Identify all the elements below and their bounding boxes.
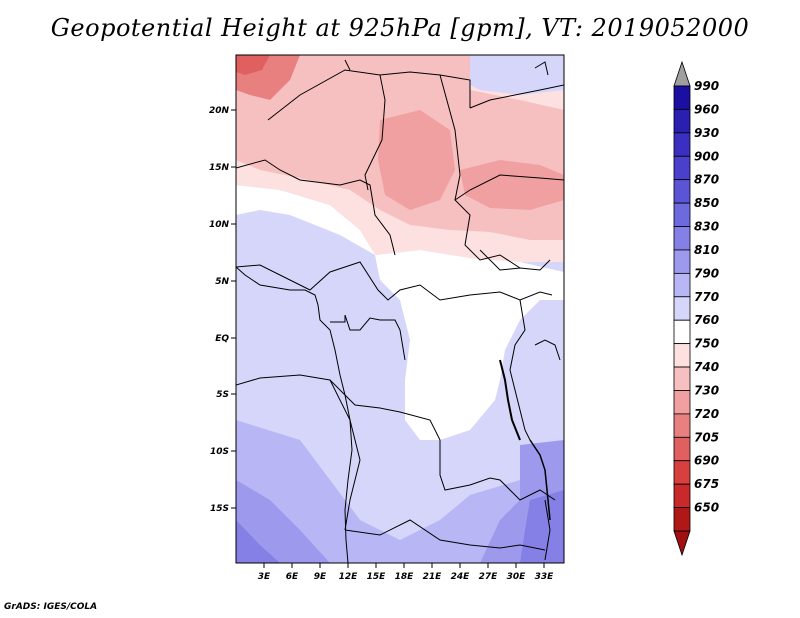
colorbar-swatch-750: [673, 343, 691, 368]
map-frame: [235, 54, 565, 564]
field-830-850: [236, 520, 280, 563]
field-830-850-se: [520, 490, 564, 563]
colorbar-label: 705: [694, 430, 719, 444]
colorbar-label: 930: [694, 126, 719, 140]
lat-label: 5S: [216, 390, 229, 400]
colorbar-label: 960: [694, 102, 719, 116]
colorbar-swatch-850: [673, 202, 691, 227]
lon-label: 33E: [535, 572, 555, 582]
field-760-770-west: [236, 185, 380, 255]
coastline: [236, 61, 551, 563]
height-field: [236, 55, 564, 563]
latitude-axis: 20N 15N 10N 5N EQ 5S 10S 15S: [209, 106, 236, 514]
colorbar-label: 810: [694, 243, 719, 257]
lon-label: 27E: [479, 572, 499, 582]
field-760-770: [375, 250, 564, 440]
lon-label: 12E: [339, 572, 359, 582]
field-730-740-sudan: [460, 160, 564, 210]
lon-label: 3E: [258, 572, 271, 582]
lat-label: 10S: [210, 447, 229, 457]
colorbar-swatch-870: [673, 179, 691, 204]
lat-label: 10N: [209, 220, 230, 230]
colorbar-label: 760: [694, 313, 719, 327]
colorbar-label: 830: [694, 220, 719, 234]
lon-label: 15E: [367, 572, 387, 582]
field-810-830-sw: [236, 480, 330, 563]
colorbar-swatch-675: [673, 483, 691, 508]
lat-label: 15N: [209, 163, 230, 173]
colorbar-swatch-690: [673, 460, 691, 485]
lon-label: 18E: [395, 572, 415, 582]
colorbar: 990 960 930 900 870 850 830 810 790 770 760 750 740 7…: [673, 60, 719, 557]
lat-label: 20N: [209, 106, 230, 116]
lat-label: EQ: [215, 334, 229, 344]
political-borders: [236, 59, 564, 561]
field-790-810: [236, 420, 564, 563]
colorbar-swatch-930: [673, 132, 691, 157]
colorbar-swatch-790: [673, 272, 691, 298]
lon-label: 9E: [314, 572, 327, 582]
colorbar-swatch-810: [673, 249, 691, 274]
colorbar-label: 740: [694, 360, 719, 374]
colorbar-swatch-830: [673, 226, 691, 251]
colorbar-label: 690: [694, 454, 719, 468]
field-705-720: [236, 55, 270, 75]
colorbar-swatch-740: [673, 366, 691, 391]
colorbar-label: 850: [694, 196, 719, 210]
colorbar-swatch-770: [673, 296, 691, 321]
colorbar-label: 750: [694, 337, 719, 351]
grads-credit: GrADS: IGES/COLA: [4, 602, 98, 612]
colorbar-swatch-720: [673, 413, 691, 438]
colorbar-label: 650: [694, 501, 719, 515]
colorbar-swatch-960: [673, 109, 691, 134]
colorbar-top-arrow: [673, 60, 691, 87]
map-title: Geopotential Height at 925hPa [gpm], VT:…: [50, 14, 750, 42]
colorbar-swatch-650: [673, 507, 691, 532]
lon-label: 30E: [507, 572, 527, 582]
colorbar-label: 900: [694, 149, 719, 163]
field-730-740-chad: [378, 110, 455, 210]
colorbar-label: 870: [694, 173, 719, 187]
longitude-axis: 3E 6E 9E 12E 15E 18E 21E 24E 27E 30E 33E: [258, 563, 554, 582]
field-770-790-ne: [470, 55, 564, 95]
colorbar-label: 730: [694, 383, 719, 397]
lon-label: 6E: [286, 572, 299, 582]
colorbar-label: 790: [694, 266, 719, 280]
colorbar-label: 990: [694, 79, 719, 93]
colorbar-swatch-760: [673, 319, 691, 345]
lon-label: 21E: [423, 572, 443, 582]
colorbar-label: 720: [694, 407, 719, 421]
lat-label: 15S: [210, 504, 229, 514]
colorbar-swatch-705: [673, 436, 691, 462]
lon-label: 24E: [451, 572, 471, 582]
colorbar-bottom-arrow: [673, 530, 691, 557]
colorbar-label: 770: [694, 290, 719, 304]
colorbar-swatch-990: [673, 85, 691, 110]
lat-label: 5N: [215, 277, 229, 287]
colorbar-swatch-730: [673, 390, 691, 415]
colorbar-swatch-900: [673, 155, 691, 181]
colorbar-label: 675: [694, 477, 719, 491]
